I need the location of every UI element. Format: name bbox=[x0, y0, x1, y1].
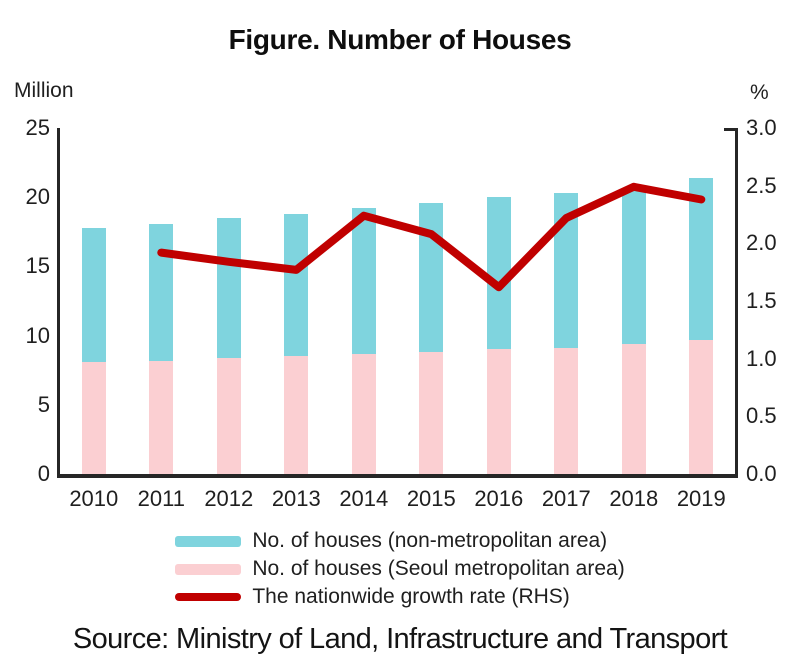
bar-segment-seoul-2016 bbox=[486, 349, 511, 474]
bar-segment-seoul-2012 bbox=[216, 357, 241, 474]
right-axis-tick-label: 1.0 bbox=[746, 345, 777, 371]
x-axis-tick-label-2012: 2012 bbox=[204, 486, 254, 511]
left-axis-tick-label: 0 bbox=[37, 461, 50, 486]
right-axis-tick-label: 3.0 bbox=[746, 115, 777, 140]
source-text: Source: Ministry of Land, Infrastructure… bbox=[72, 623, 728, 655]
right-axis-tick-label: 1.5 bbox=[746, 288, 777, 313]
left-axis-tick-label: 15 bbox=[25, 253, 50, 279]
legend-swatch-seoul-icon bbox=[175, 563, 242, 575]
growth-rate-line bbox=[157, 182, 706, 292]
legend: No. of houses (non-metropolitan area) No… bbox=[0, 527, 800, 611]
bar-segment-seoul-2010 bbox=[81, 361, 106, 474]
x-axis-tick-label-2014: 2014 bbox=[339, 486, 389, 511]
bar-segment-seoul-2015 bbox=[419, 352, 444, 474]
legend-item-seoul: No. of houses (Seoul metropolitan area) bbox=[175, 555, 625, 583]
x-axis-tick-label-2019: 2019 bbox=[676, 486, 726, 511]
right-axis-tick-label: 2.0 bbox=[746, 230, 777, 256]
left-axis-unit-label: Million bbox=[14, 79, 74, 102]
legend-label-nonmetro: No. of houses (non-metropolitan area) bbox=[252, 529, 608, 552]
right-axis-tick-label: 0.0 bbox=[746, 461, 777, 486]
x-axis-tick-label-2018: 2018 bbox=[609, 486, 659, 511]
legend-item-nonmetro: No. of houses (non-metropolitan area) bbox=[175, 527, 624, 555]
bar-segment-nonmetro-2019 bbox=[689, 177, 714, 340]
x-axis-tick-label-2017: 2017 bbox=[541, 486, 591, 511]
bar-segment-seoul-2018 bbox=[621, 343, 646, 474]
legend-box: No. of houses (non-metropolitan area) No… bbox=[175, 527, 625, 611]
right-axis-tick-mark bbox=[724, 128, 735, 131]
right-axis-tick-label: 2.5 bbox=[746, 172, 777, 198]
x-axis-tick-label-2013: 2013 bbox=[271, 486, 321, 511]
left-axis-tick-label: 5 bbox=[37, 391, 50, 417]
bar-segment-nonmetro-2012 bbox=[216, 217, 241, 358]
x-axis-tick-label-2016: 2016 bbox=[474, 486, 524, 511]
legend-label-seoul: No. of houses (Seoul metropolitan area) bbox=[252, 557, 625, 580]
legend-label-growth: The nationwide growth rate (RHS) bbox=[252, 585, 570, 608]
bar-segment-seoul-2014 bbox=[351, 353, 376, 474]
plot-area bbox=[57, 128, 738, 478]
x-axis-tick-label-2010: 2010 bbox=[69, 486, 119, 511]
bar-segment-seoul-2017 bbox=[554, 348, 579, 474]
bar-segment-seoul-2019 bbox=[689, 339, 714, 474]
left-axis-tick-label: 10 bbox=[25, 322, 50, 348]
right-axis-tick-label: 0.5 bbox=[746, 403, 777, 429]
bar-segment-nonmetro-2011 bbox=[149, 223, 174, 361]
legend-swatch-growth-line-icon bbox=[175, 593, 242, 601]
x-axis-tick-label-2015: 2015 bbox=[406, 486, 456, 511]
bar-segment-nonmetro-2010 bbox=[81, 227, 106, 362]
bar-segment-nonmetro-2015 bbox=[419, 202, 444, 353]
legend-item-growth: The nationwide growth rate (RHS) bbox=[175, 583, 624, 611]
chart-title: Figure. Number of Houses bbox=[228, 24, 572, 55]
x-axis-tick-label-2011: 2011 bbox=[137, 486, 185, 511]
bar-segment-seoul-2011 bbox=[149, 360, 174, 474]
left-axis-tick-label: 20 bbox=[25, 184, 50, 210]
left-axis-tick-label: 25 bbox=[25, 115, 50, 140]
bar-segment-seoul-2013 bbox=[284, 356, 309, 474]
bar-segment-nonmetro-2016 bbox=[486, 197, 511, 350]
legend-swatch-nonmetro-icon bbox=[175, 535, 242, 547]
right-axis-unit-label: % bbox=[750, 81, 769, 104]
bar-segment-nonmetro-2013 bbox=[284, 213, 309, 357]
bar-segment-nonmetro-2018 bbox=[621, 188, 646, 344]
bar-segment-nonmetro-2014 bbox=[351, 208, 376, 354]
